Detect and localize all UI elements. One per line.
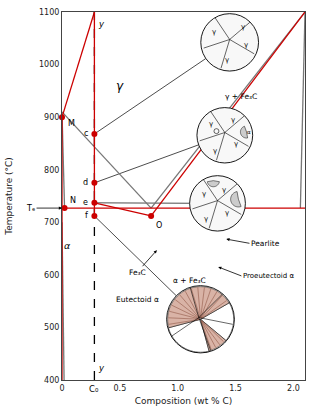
svg-text:1000: 1000 [39, 60, 59, 69]
svg-text:0: 0 [59, 384, 64, 393]
svg-text:γ: γ [234, 140, 238, 148]
svg-text:γ: γ [209, 120, 213, 128]
svg-text:2.0: 2.0 [287, 384, 300, 393]
svg-text:d: d [83, 178, 88, 187]
svg-text:1.0: 1.0 [171, 384, 184, 393]
svg-text:γ: γ [222, 186, 226, 194]
svg-text:y: y [98, 19, 105, 29]
svg-text:O: O [156, 221, 162, 230]
svg-text:700: 700 [44, 218, 59, 227]
svg-text:e: e [83, 198, 88, 207]
svg-text:α + Fe₃C: α + Fe₃C [173, 276, 206, 285]
svg-text:α: α [64, 240, 71, 251]
svg-text:α: α [247, 129, 251, 135]
svg-text:400: 400 [44, 376, 59, 385]
svg-text:1.5: 1.5 [229, 384, 242, 393]
svg-text:500: 500 [44, 323, 59, 332]
svg-text:γ: γ [225, 56, 229, 64]
svg-text:800: 800 [44, 166, 59, 175]
svg-text:γ: γ [231, 116, 235, 124]
svg-text:γ: γ [202, 190, 206, 198]
svg-text:Fe₃C: Fe₃C [129, 268, 146, 277]
svg-text:γ: γ [225, 209, 229, 217]
svg-text:M: M [68, 119, 75, 128]
svg-text:Composition (wt % C): Composition (wt % C) [135, 396, 233, 406]
svg-text:γ: γ [244, 41, 248, 49]
svg-text:y: y [98, 363, 105, 373]
svg-text:γ: γ [241, 23, 245, 31]
svg-text:C₀: C₀ [89, 384, 99, 394]
svg-text:γ: γ [204, 215, 208, 223]
svg-text:f: f [85, 211, 88, 220]
svg-text:γ: γ [116, 79, 124, 93]
svg-text:γ: γ [212, 28, 216, 36]
svg-text:Tₑ: Tₑ [26, 204, 35, 213]
svg-text:600: 600 [44, 271, 59, 280]
svg-text:Pearlite: Pearlite [251, 239, 280, 248]
svg-text:γ + Fe₃C: γ + Fe₃C [225, 92, 257, 101]
svg-text:900: 900 [44, 113, 59, 122]
svg-text:Proeutectoid α: Proeutectoid α [243, 272, 294, 280]
svg-text:Eutectoid α: Eutectoid α [116, 295, 159, 304]
svg-text:N: N [70, 196, 76, 205]
svg-text:γ: γ [213, 147, 217, 155]
svg-text:c: c [84, 129, 88, 138]
svg-text:Temperature (°C): Temperature (°C) [4, 157, 14, 236]
svg-text:1100: 1100 [39, 8, 59, 17]
svg-text:0.5: 0.5 [113, 384, 126, 393]
